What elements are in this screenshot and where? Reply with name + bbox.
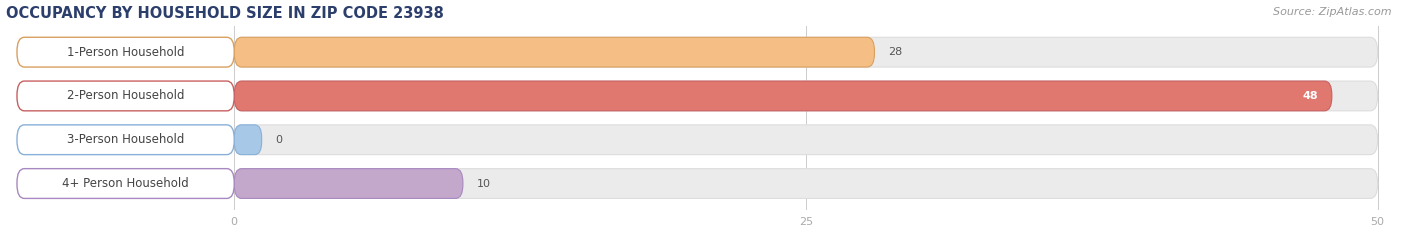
Text: Source: ZipAtlas.com: Source: ZipAtlas.com: [1274, 7, 1392, 17]
FancyBboxPatch shape: [17, 81, 235, 111]
FancyBboxPatch shape: [235, 81, 1378, 111]
Text: 0: 0: [276, 135, 283, 145]
FancyBboxPatch shape: [235, 81, 1331, 111]
FancyBboxPatch shape: [235, 125, 1378, 155]
FancyBboxPatch shape: [17, 169, 235, 199]
Text: 2-Person Household: 2-Person Household: [67, 89, 184, 103]
Text: 10: 10: [477, 178, 491, 188]
FancyBboxPatch shape: [235, 169, 1378, 199]
FancyBboxPatch shape: [235, 169, 463, 199]
Text: OCCUPANCY BY HOUSEHOLD SIZE IN ZIP CODE 23938: OCCUPANCY BY HOUSEHOLD SIZE IN ZIP CODE …: [6, 6, 443, 21]
Text: 3-Person Household: 3-Person Household: [67, 133, 184, 146]
FancyBboxPatch shape: [17, 125, 235, 155]
Text: 4+ Person Household: 4+ Person Household: [62, 177, 188, 190]
FancyBboxPatch shape: [235, 37, 1378, 67]
Text: 28: 28: [889, 47, 903, 57]
Text: 1-Person Household: 1-Person Household: [67, 46, 184, 59]
FancyBboxPatch shape: [235, 37, 875, 67]
FancyBboxPatch shape: [235, 125, 262, 155]
FancyBboxPatch shape: [17, 37, 235, 67]
Text: 48: 48: [1302, 91, 1317, 101]
